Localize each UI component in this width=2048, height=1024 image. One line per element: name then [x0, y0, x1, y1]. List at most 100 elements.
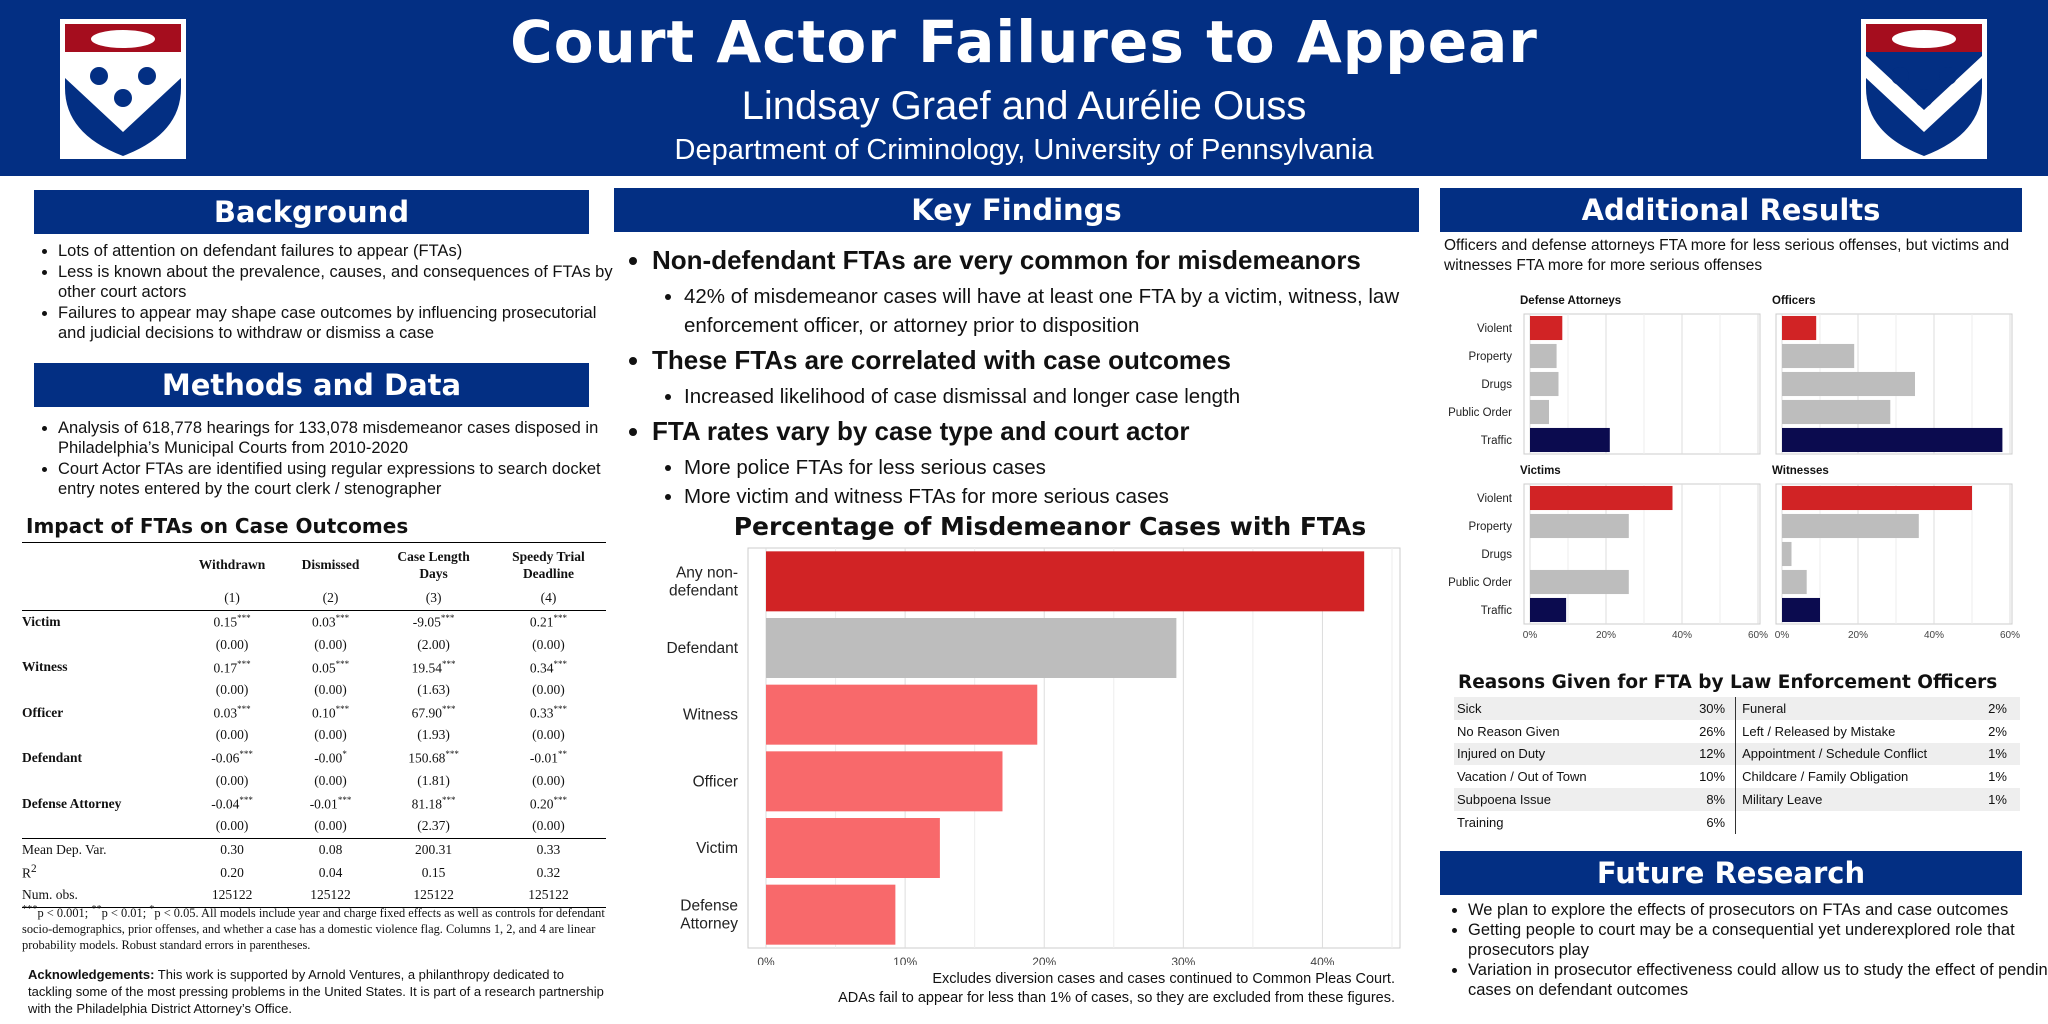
methods-heading: Methods and Data [34, 363, 589, 407]
chart-bar [1530, 513, 1629, 539]
x-tick-label: 30% [1171, 955, 1195, 965]
list-item: Lots of attention on defendant failures … [58, 241, 613, 261]
poster-department: Department of Criminology, University of… [674, 134, 1374, 166]
facet-title: Defense Attorneys [1520, 295, 1621, 307]
chart-bar [1782, 541, 1792, 567]
poster-header: Court Actor Failures to Appear Lindsay G… [0, 0, 2048, 176]
facet-chart: Defense Attorneys Violent Property Drugs Pub… [1448, 295, 2020, 641]
category-label: Violent [1477, 323, 1513, 335]
category-label: Property [1469, 521, 1513, 533]
x-tick-label: 20% [1848, 630, 1868, 641]
chart-bar [766, 551, 1365, 612]
acknowledgements: Acknowledgements: This work is supported… [28, 967, 604, 1016]
table-row: Subpoena Issue 8% Military Leave 1% [1454, 788, 2020, 811]
list-item: Getting people to court may be a consequ… [1468, 920, 2048, 960]
x-tick-label: 0% [1775, 630, 1790, 641]
table-row: (1) (2) (3) (4) [22, 587, 606, 611]
reasons-table-title: Reasons Given for FTA by Law Enforcement… [1458, 672, 1998, 693]
table-row: (0.00) (0.00) (2.37) (0.00) [215, 818, 565, 834]
chart-bar [1782, 513, 1919, 539]
table-row: Victim 0.15*** 0.03*** -9.05*** 0.21*** [22, 613, 568, 630]
chart-bar [1530, 315, 1563, 341]
column-header: Case Length Days [397, 549, 470, 581]
chart-bar [1782, 343, 1855, 369]
chart-bar [1530, 427, 1610, 453]
chart-bar [1782, 371, 1915, 397]
x-tick-label: 60% [2000, 630, 2020, 641]
x-tick-label: 40% [1924, 630, 1944, 641]
chart-bar [1782, 315, 1817, 341]
facet-title: Officers [1772, 295, 1815, 307]
background-heading: Background [34, 190, 589, 234]
regression-note: ***p < 0.001; **p < 0.01; *p < 0.05. All… [22, 904, 605, 953]
chart-bar [1530, 343, 1557, 369]
x-tick-label: 10% [893, 955, 917, 965]
table-row: Num. obs. 125122 125122 125122 125122 [22, 884, 606, 908]
x-tick-label: 0% [757, 955, 775, 965]
facet-title: Victims [1520, 465, 1561, 477]
chart-bar [766, 818, 940, 878]
chart-bar [1530, 399, 1549, 425]
chart-bar [1530, 597, 1567, 623]
plot-area [747, 547, 1401, 949]
x-tick-label: 20% [1032, 955, 1056, 965]
additional-results-heading: Additional Results [1440, 188, 2022, 232]
column-header: Withdrawn [198, 557, 266, 572]
table-row: No Reason Given 26% Left / Released by Mis… [1454, 719, 2020, 743]
key-findings-list: Non-defendant FTAs are very common for m… [618, 240, 1418, 511]
category-label: Drugs [1481, 549, 1512, 561]
table-row: (0.00) (0.00) (1.93) (0.00) [215, 727, 565, 743]
chart-bar [766, 618, 1177, 678]
x-tick-label: 20% [1596, 630, 1616, 641]
list-item: Less is known about the prevalence, caus… [58, 262, 613, 302]
x-tick-label: 40% [1310, 955, 1334, 965]
category-label: Victim [696, 840, 738, 857]
chart-bar [1530, 371, 1559, 397]
finding-subitem: 42% of misdemeanor cases will have at le… [684, 282, 1418, 340]
category-label: Drugs [1481, 379, 1512, 391]
main-chart-caption: Excludes diversion cases and cases conti… [838, 971, 1395, 1006]
finding-item: Non-defendant FTAs are very common for m… [652, 244, 1418, 276]
main-fta-chart: Any non-defendant Defendant Witness Officer… [666, 547, 1401, 965]
table-row: Vacation / Out of Town 10% Childcare / Fam… [1454, 765, 2020, 789]
table-row: Officer 0.03*** 0.10*** 67.90*** 0.33*** [22, 704, 568, 721]
facet-title: Witnesses [1772, 465, 1829, 477]
column-header: Dismissed [301, 557, 360, 572]
methods-list: Analysis of 618,778 hearings for 133,078… [34, 418, 613, 500]
chart-bar [1782, 569, 1807, 595]
category-label: Public Order [1448, 407, 1512, 419]
poster-authors: Lindsay Graef and Aurélie Ouss [741, 84, 1307, 128]
table-row: R2 0.20 0.04 0.15 0.32 [22, 863, 561, 881]
finding-subitem: More victim and witness FTAs for more se… [684, 482, 1418, 511]
reasons-table: Sick 30% Funeral 2% No Reason Given 26% Left /… [1454, 697, 2020, 834]
additional-results-intro: Officers and defense attorneys FTA more … [1444, 237, 2010, 274]
category-label: Traffic [1481, 605, 1513, 617]
table-row: Defense Attorney -0.04*** -0.01*** 81.18***… [22, 794, 568, 812]
table-row: (0.00) (0.00) (1.63) (0.00) [215, 682, 565, 698]
table-row: Training 6% [1454, 810, 2020, 834]
regression-body: Victim 0.15*** 0.03*** -9.05*** 0.21*** (0.00… [22, 610, 606, 838]
category-label: Traffic [1481, 435, 1513, 447]
category-label: Defense Attorney [680, 898, 738, 933]
chart-bar [1530, 485, 1673, 511]
list-item: We plan to explore the effects of prosec… [1468, 900, 2048, 920]
finding-subitem: Increased likelihood of case dismissal a… [684, 382, 1418, 411]
x-tick-label: 60% [1748, 630, 1768, 641]
chart-bar [766, 684, 1038, 745]
regression-table: Withdrawn Dismissed Case Length Days Spee… [22, 542, 606, 908]
table-row: (0.00) (0.00) (1.81) (0.00) [215, 772, 565, 788]
column-header: Speedy Trial Deadline [512, 549, 585, 581]
table-header-row: Withdrawn Dismissed Case Length Days Spee… [22, 542, 606, 588]
x-tick-label: 40% [1672, 630, 1692, 641]
finding-subitem: More police FTAs for less serious cases [684, 453, 1418, 482]
finding-item: FTA rates vary by case type and court ac… [652, 415, 1418, 447]
x-tick-label: 0% [1523, 630, 1538, 641]
category-label: Violent [1477, 493, 1513, 505]
list-item: Failures to appear may shape case outcom… [58, 303, 613, 343]
finding-item: These FTAs are correlated with case outc… [652, 344, 1418, 376]
chart-bar [1530, 569, 1629, 595]
regression-table-title: Impact of FTAs on Case Outcomes [26, 514, 409, 538]
penn-shield-logo-right [1861, 19, 1987, 159]
background-list: Lots of attention on defendant failures … [34, 241, 613, 344]
chart-bar [1782, 427, 2003, 453]
